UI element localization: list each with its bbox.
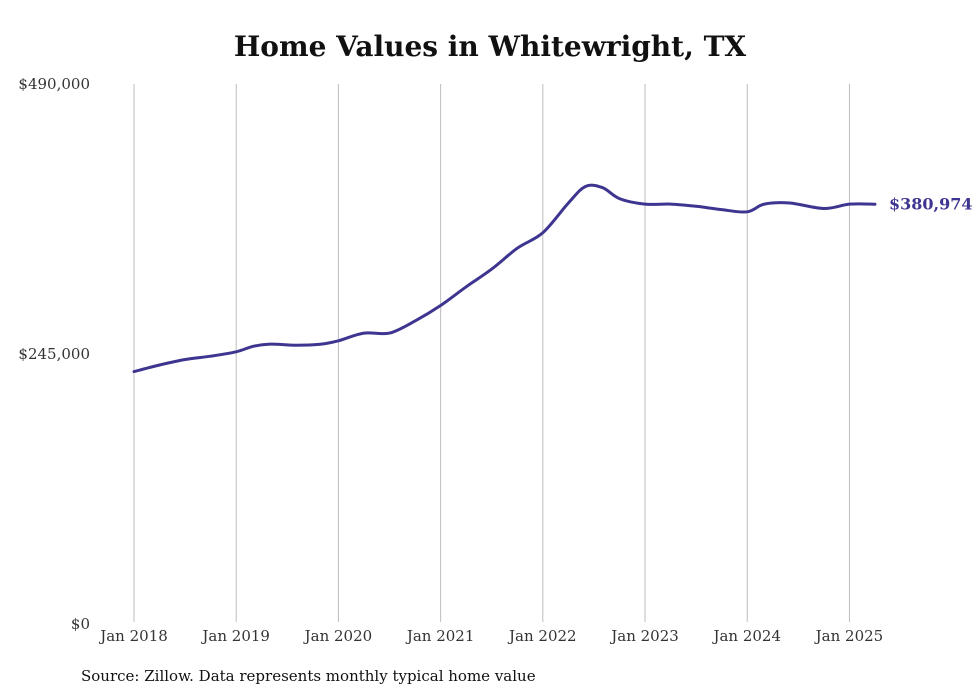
home-value-line (132, 183, 877, 374)
x-tick-label: Jan 2020 (303, 627, 373, 645)
end-label-layer: $380,974 (889, 195, 973, 214)
chart-title: Home Values in Whitewright, TX (233, 30, 747, 63)
end-value-label: $380,974 (889, 195, 973, 214)
x-tick-label: Jan 2018 (98, 627, 168, 645)
series-line-layer (132, 183, 877, 374)
y-tick-label: $490,000 (18, 75, 90, 93)
y-tick-label: $0 (71, 615, 90, 633)
x-tick-label: Jan 2019 (200, 627, 270, 645)
x-tick-label: Jan 2021 (405, 627, 475, 645)
source-note: Source: Zillow. Data represents monthly … (81, 667, 536, 685)
x-tick-label: Jan 2022 (507, 627, 577, 645)
x-tick-label: Jan 2024 (711, 627, 781, 645)
y-tick-label: $245,000 (18, 345, 90, 363)
x-tick-label: Jan 2023 (609, 627, 679, 645)
x-tick-label: Jan 2025 (814, 627, 884, 645)
grid-lines (133, 84, 850, 622)
y-axis-ticks: $0 $245,000 $490,000 (18, 75, 90, 633)
x-axis-ticks: Jan 2018 Jan 2019 Jan 2020 Jan 2021 Jan 2022… (98, 627, 883, 645)
